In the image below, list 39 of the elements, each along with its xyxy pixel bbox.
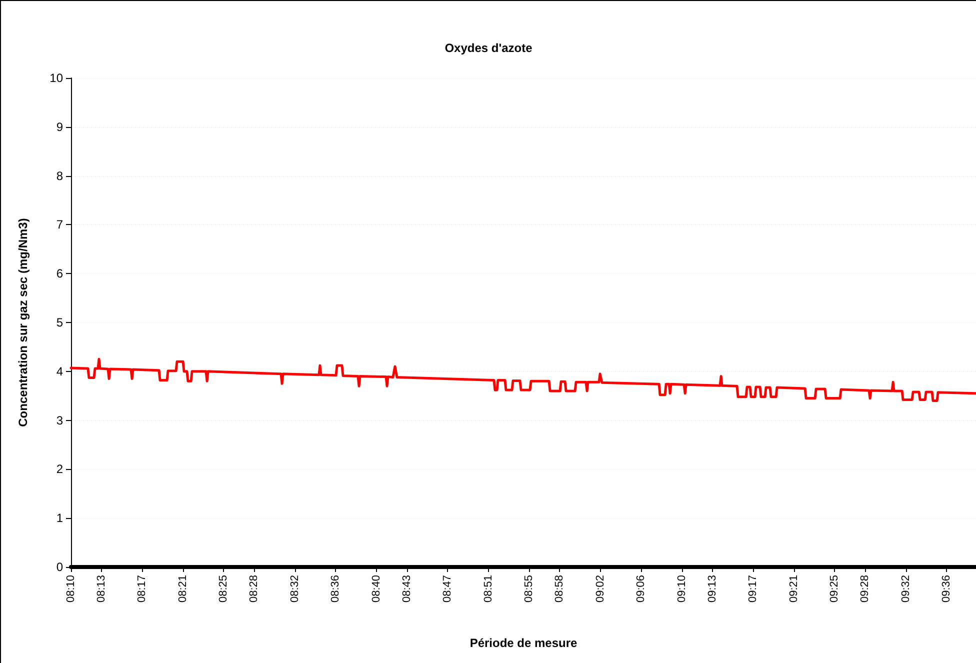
x-axis-title: Période de mesure [470, 636, 578, 650]
x-tick-label: 08:58 [554, 575, 566, 603]
y-tick-label: 5 [56, 316, 64, 330]
y-tick-label: 1 [56, 511, 64, 526]
x-tick-label: 09:02 [594, 575, 606, 603]
x-tick-label: 08:47 [442, 575, 454, 603]
x-tick-label: 08:28 [248, 575, 260, 603]
x-tick-label: 08:25 [218, 575, 230, 603]
x-tick-label: 08:13 [96, 575, 108, 603]
x-tick-label: 09:25 [828, 575, 841, 603]
x-tick-label: 09:06 [635, 575, 648, 603]
x-tick-label: 09:13 [706, 575, 718, 603]
x-tick-label: 09:17 [747, 575, 760, 603]
y-tick-label: 10 [50, 71, 64, 85]
x-tick-label: 08:55 [523, 575, 536, 603]
y-tick-label: 4 [56, 364, 64, 378]
x-tick-label: 08:43 [400, 575, 413, 603]
x-tick-label: 08:51 [482, 575, 494, 603]
x-tick-label: 09:28 [859, 575, 872, 603]
y-tick-label: 9 [56, 120, 64, 134]
x-tick-label: 09:21 [788, 575, 800, 603]
y-tick-label: 2 [56, 462, 64, 476]
x-tick-label: 08:40 [370, 575, 382, 603]
chart-title: Oxydes d'azote [444, 41, 533, 55]
x-tick-label: 08:21 [176, 575, 189, 603]
line-series [70, 358, 976, 402]
x-tick-label: 09:10 [676, 575, 688, 603]
x-tick-label: 09:36 [940, 575, 952, 603]
x-tick-label: 08:32 [288, 575, 301, 603]
y-axis-title: Concentration sur gaz sec (mg/Nm3) [16, 218, 30, 427]
x-tick-label: 08:10 [65, 575, 77, 603]
y-tick-label: 7 [56, 218, 64, 232]
y-tick-label: 6 [56, 266, 64, 281]
x-tick-label: 09:32 [900, 575, 912, 603]
x-tick-label: 08:36 [330, 575, 342, 603]
x-tick-label: 08:17 [136, 575, 148, 603]
y-tick-label: 3 [56, 413, 64, 428]
y-tick-label: 0 [56, 560, 64, 574]
y-tick-label: 8 [56, 168, 64, 183]
